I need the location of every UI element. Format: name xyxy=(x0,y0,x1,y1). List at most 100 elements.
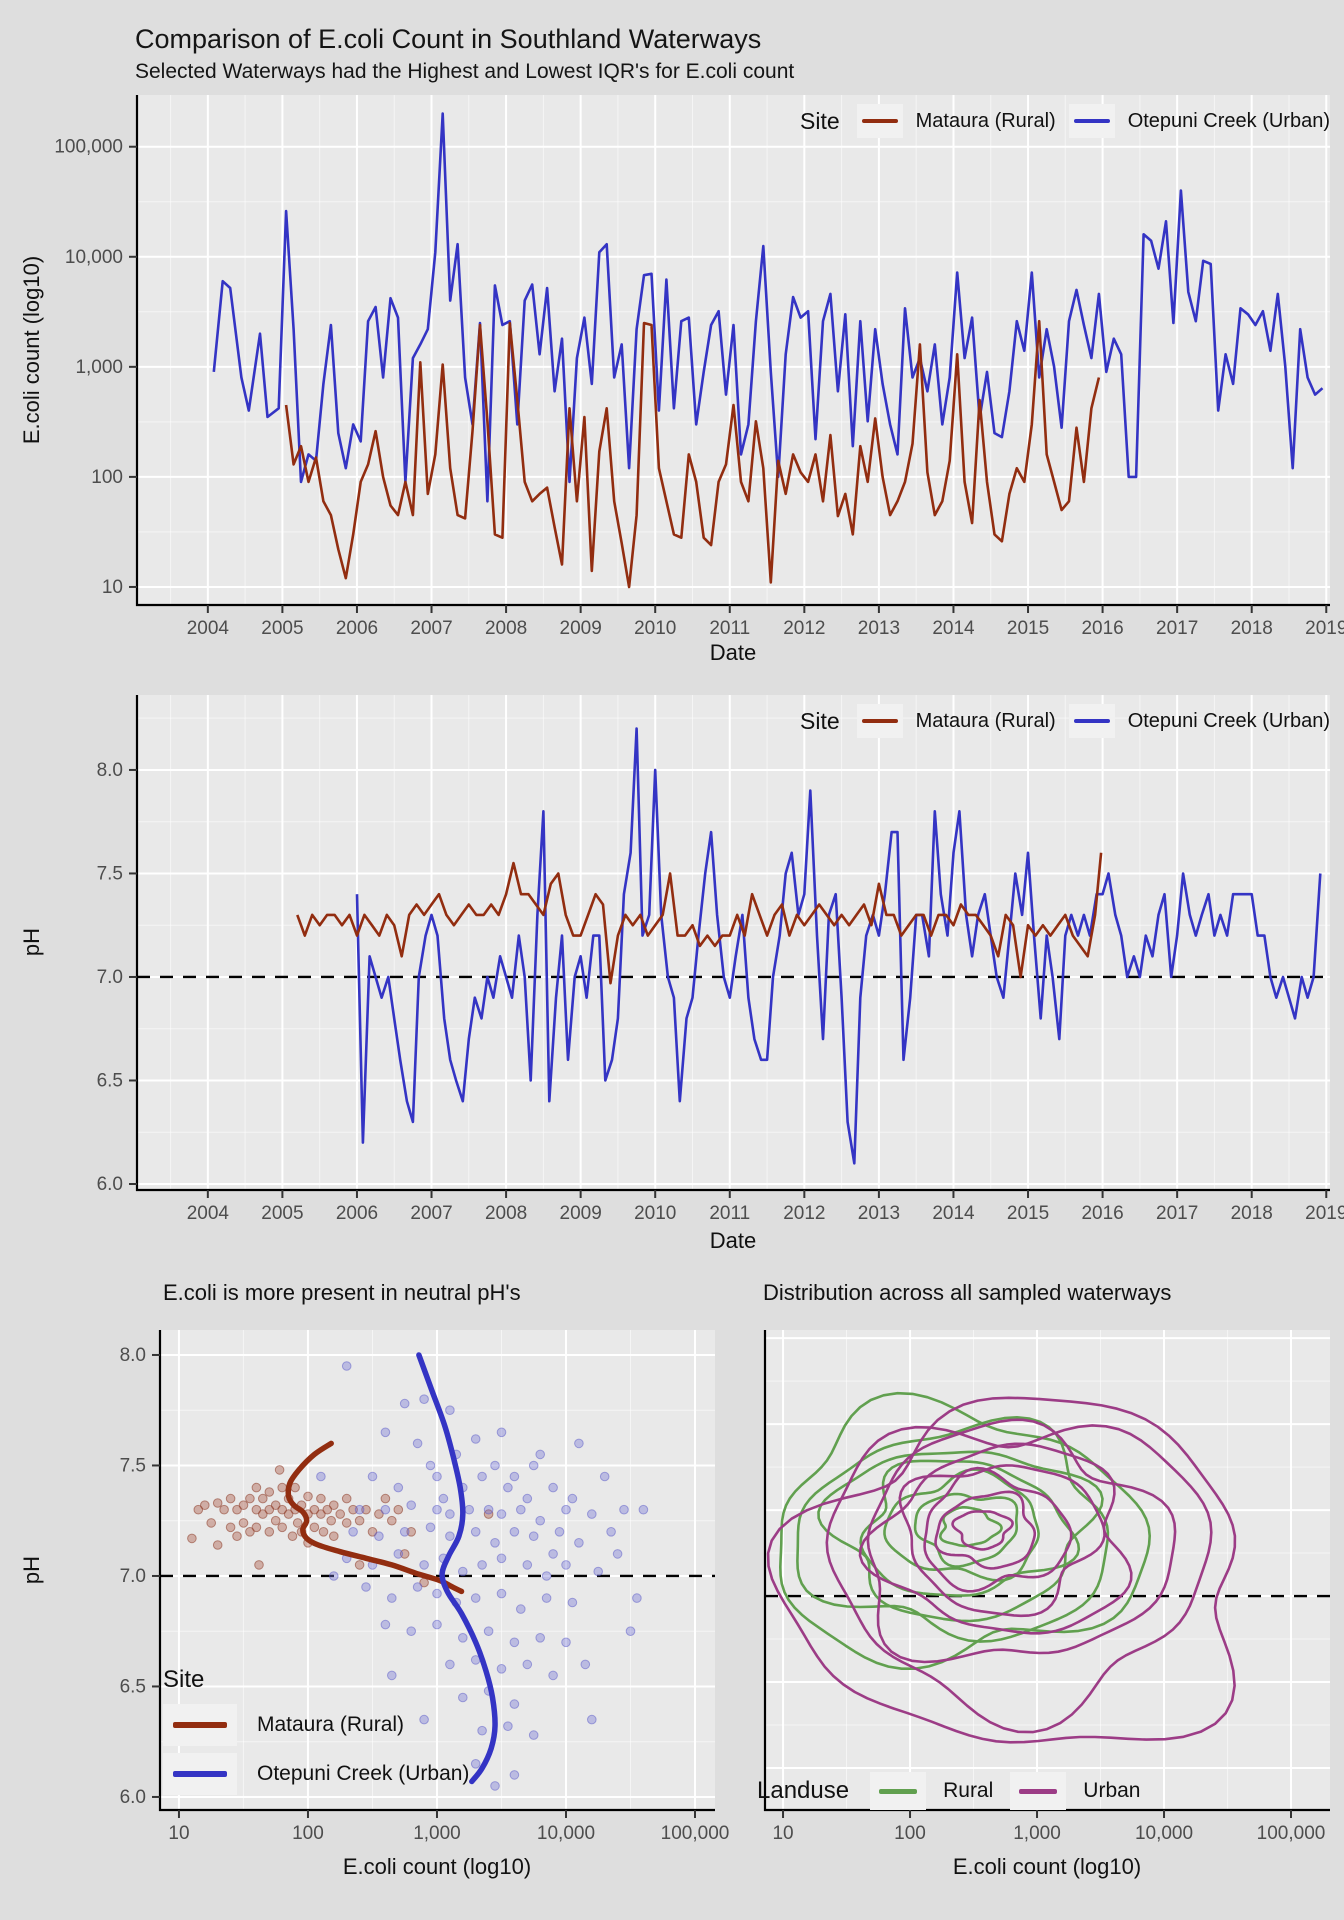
x-tick-label: 1,000 xyxy=(413,1823,461,1844)
data-point xyxy=(322,1504,333,1515)
data-point xyxy=(438,1493,449,1504)
data-point xyxy=(561,1637,571,1648)
y-tick-label: 100,000 xyxy=(54,137,123,158)
series-line-mataura--rural- xyxy=(296,852,1103,985)
density_contours-panel: 10 100 1,000 10,000 100,000 xyxy=(763,1330,1330,1844)
data-point xyxy=(612,1549,623,1559)
data-point xyxy=(187,1533,197,1544)
contour-level xyxy=(923,1466,1073,1593)
data-point xyxy=(283,1509,294,1519)
scatter-panel-title: E.coli is more present in neutral pH's xyxy=(163,1280,521,1305)
data-point xyxy=(464,1504,475,1515)
contour-level xyxy=(817,1450,1104,1623)
data-point xyxy=(516,1504,526,1515)
axes: 10 100 1,000 10,000 100,000 xyxy=(763,1330,1330,1844)
mataura-key-line xyxy=(861,119,898,123)
data-point xyxy=(432,1588,442,1599)
legend-label-otepuni: Otepuni Creek (Urban) xyxy=(1127,109,1330,132)
data-point xyxy=(254,1560,264,1570)
data-point xyxy=(587,1714,597,1725)
data-point xyxy=(587,1509,597,1519)
data-point xyxy=(419,1714,429,1725)
data-point xyxy=(361,1582,371,1592)
x-tick-label: 2016 xyxy=(1081,1203,1123,1224)
ph-y-axis-label: pH xyxy=(19,927,44,957)
data-point xyxy=(238,1500,249,1510)
data-point xyxy=(574,1438,584,1449)
data-point xyxy=(232,1504,242,1515)
x-tick-label: 2004 xyxy=(187,1203,230,1224)
x-tick-label: 2017 xyxy=(1156,618,1198,639)
y-tick-label: 6.0 xyxy=(120,1787,146,1808)
mataura-key-line xyxy=(861,719,898,723)
data-point xyxy=(219,1504,229,1515)
data-point xyxy=(264,1527,275,1537)
mataura-key-line xyxy=(173,1722,227,1728)
data-point xyxy=(245,1527,255,1537)
x-tick-label: 2006 xyxy=(336,1203,378,1224)
data-point xyxy=(264,1487,275,1497)
x-tick-label: 2007 xyxy=(410,618,452,639)
x-tick-label: 2011 xyxy=(709,1203,750,1224)
data-point xyxy=(567,1493,578,1504)
data-point xyxy=(258,1509,268,1519)
ecoli-x-axis-label: Date xyxy=(709,640,757,665)
data-point xyxy=(638,1504,649,1515)
data-point xyxy=(399,1527,410,1537)
ecoli_timeseries-content xyxy=(212,112,1324,589)
ph_vs_ecoli_scatter-content xyxy=(160,1352,715,1791)
data-point xyxy=(270,1500,281,1510)
data-point xyxy=(380,1504,391,1515)
x-tick-label: 100 xyxy=(894,1823,926,1844)
data-point xyxy=(503,1721,513,1731)
data-point xyxy=(326,1515,337,1526)
panel-background xyxy=(137,695,1330,1190)
page-title: Comparison of E.coli Count in Southland … xyxy=(135,24,762,54)
data-point xyxy=(528,1531,539,1541)
data-point xyxy=(496,1664,507,1674)
y-tick-label: 7.0 xyxy=(120,1566,146,1587)
x-tick-label: 2005 xyxy=(261,618,303,639)
x-tick-label: 10,000 xyxy=(537,1823,595,1844)
rural-key-line xyxy=(879,1788,918,1794)
ecoli_timeseries-panel: 2004 2005 2006 2007 2008 2009 2010 2011 2012 2013… xyxy=(54,95,1344,639)
scatter-points-otepuni-creek--urban- xyxy=(316,1361,649,1791)
legend-key-otepuni xyxy=(1068,104,1115,138)
data-point xyxy=(509,1527,520,1537)
x-tick-label: 2011 xyxy=(709,618,750,639)
data-point xyxy=(445,1509,455,1519)
y-tick-label: 6.0 xyxy=(97,1174,123,1195)
data-point xyxy=(316,1471,326,1482)
data-point xyxy=(232,1531,242,1541)
contour-x-axis-label: E.coli count (log10) xyxy=(952,1854,1142,1879)
data-point xyxy=(270,1515,281,1526)
data-point xyxy=(251,1482,262,1493)
data-point xyxy=(274,1465,285,1475)
panel-background xyxy=(137,95,1330,605)
x-tick-label: 2014 xyxy=(932,1203,975,1224)
data-point xyxy=(380,1619,391,1630)
legend-label-mataura: Mataura (Rural) xyxy=(915,709,1056,732)
data-point xyxy=(380,1493,391,1504)
data-point xyxy=(477,1725,487,1736)
data-point xyxy=(193,1504,204,1515)
data-point xyxy=(561,1504,571,1515)
ph-x-axis-label: Date xyxy=(709,1228,757,1253)
data-point xyxy=(483,1626,494,1636)
x-tick-label: 2007 xyxy=(410,1203,452,1224)
legend-key-mataura xyxy=(856,704,903,738)
legend-label-mataura: Mataura (Rural) xyxy=(257,1713,405,1736)
data-point xyxy=(554,1527,565,1537)
data-point xyxy=(329,1531,339,1541)
legend-key-mataura xyxy=(856,104,903,138)
data-point xyxy=(522,1493,533,1504)
data-point xyxy=(619,1504,629,1515)
legend-title: Site xyxy=(800,107,840,134)
smooth-line-otepuni-creek--urban- xyxy=(416,1352,498,1785)
legend-label-rural: Rural xyxy=(943,1779,994,1802)
data-point xyxy=(458,1633,468,1643)
x-tick-label: 10,000 xyxy=(1135,1823,1193,1844)
contour-level xyxy=(825,1424,1213,1734)
data-point xyxy=(387,1670,397,1681)
x-tick-label: 2012 xyxy=(783,618,825,639)
